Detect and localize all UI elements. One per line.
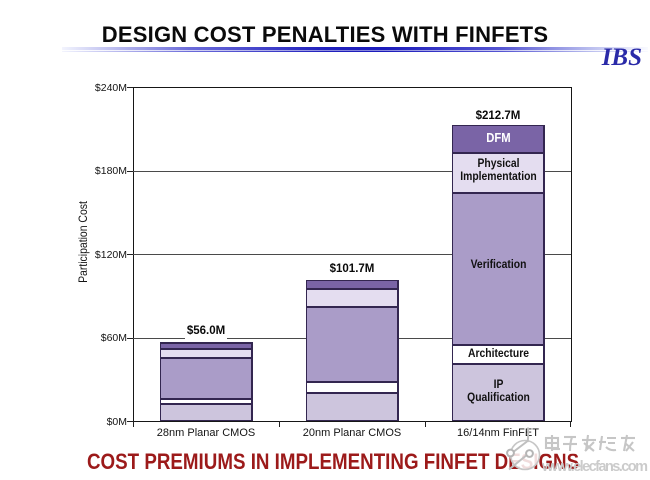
svg-text:www.elecfans.com: www.elecfans.com [541, 459, 648, 475]
